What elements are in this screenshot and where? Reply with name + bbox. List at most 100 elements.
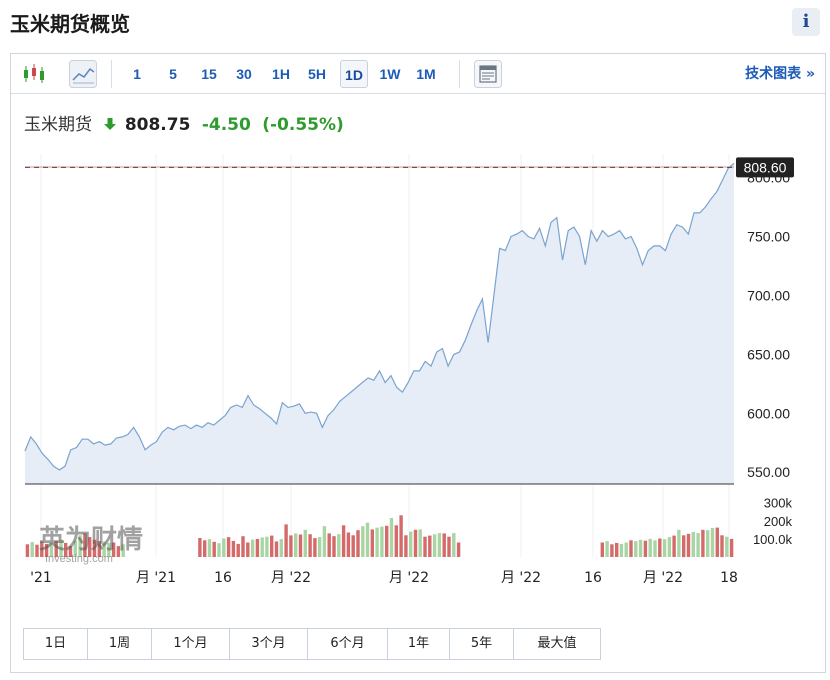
volume-bar — [404, 535, 408, 558]
volume-bar — [236, 543, 240, 557]
volume-bar — [97, 541, 101, 558]
price-line[interactable] — [24, 162, 735, 471]
interval-5-button[interactable]: 5 — [169, 66, 177, 82]
volume-bar — [442, 533, 446, 557]
range-1m-button[interactable]: 1个月 — [152, 629, 230, 659]
volume-bar — [365, 522, 370, 557]
volume-bar — [394, 525, 398, 557]
volume-bar — [284, 524, 288, 557]
x-tick-label: 16 — [584, 570, 602, 586]
volume-bar — [303, 529, 307, 557]
news-icon[interactable] — [474, 60, 502, 88]
last-price-label: 808.60 — [744, 159, 787, 175]
volume-bar — [701, 529, 705, 557]
volume-bar — [88, 537, 92, 557]
volume-bar — [308, 534, 312, 557]
volume-bar — [456, 542, 461, 557]
range-1d-button[interactable]: 1日 — [24, 629, 88, 659]
y-tick-label: 600.00 — [747, 405, 790, 421]
range-1y-button[interactable]: 1年 — [388, 629, 450, 659]
volume-bar — [653, 540, 657, 557]
volume-tick-label: 300k — [764, 496, 793, 511]
interval-1d-button[interactable]: 1D — [340, 60, 368, 88]
interval-30-button[interactable]: 30 — [236, 66, 252, 82]
x-tick-label: 月 '22 — [643, 570, 683, 586]
volume-bar — [49, 542, 54, 557]
volume-bar — [428, 535, 432, 557]
range-3m-button[interactable]: 3个月 — [230, 629, 308, 659]
chart-widget: 1 5 15 30 1H 5H 1D 1W 1M 技术图表 » 玉米期货 808… — [10, 53, 826, 673]
instrument-name: 玉米期货 — [24, 115, 92, 135]
volume-bar — [418, 529, 422, 557]
watermark-subtext: Investing.com — [45, 553, 113, 565]
volume-bar — [351, 535, 355, 558]
volume-bar — [30, 542, 34, 557]
volume-bar — [270, 535, 274, 557]
volume-bar — [629, 540, 633, 557]
volume-bar — [619, 543, 624, 557]
volume-bar — [638, 539, 643, 557]
volume-bar — [380, 526, 384, 558]
volume-bar — [720, 535, 724, 558]
volume-bar — [409, 531, 413, 557]
volume-bar — [686, 533, 691, 557]
volume-bar — [250, 539, 255, 557]
price-change-percent: (-0.55%) — [262, 115, 344, 135]
range-1w-button[interactable]: 1周 — [88, 629, 152, 659]
volume-bar — [111, 542, 116, 557]
volume-bar — [246, 542, 250, 557]
volume-bar — [35, 544, 39, 557]
volume-bar — [634, 541, 638, 558]
range-5y-button[interactable]: 5年 — [450, 629, 514, 659]
x-tick-label: 18 — [720, 570, 738, 586]
volume-bar — [203, 540, 207, 557]
price-chart[interactable]: 550.00600.00650.00700.00750.00800.00808.… — [11, 54, 827, 614]
volume-bar — [361, 526, 365, 557]
volume-bar — [255, 538, 260, 557]
y-tick-label: 750.00 — [747, 229, 790, 245]
toolbar-separator — [111, 60, 112, 88]
last-price: 808.75 — [124, 115, 191, 135]
volume-bar — [327, 533, 331, 557]
volume-bar — [64, 542, 68, 557]
interval-1w-button[interactable]: 1W — [379, 66, 401, 82]
volume-bar — [413, 529, 418, 557]
volume-bar — [375, 527, 379, 557]
range-max-button[interactable]: 最大值 — [514, 629, 600, 659]
volume-bar — [92, 539, 97, 557]
volume-bar — [116, 546, 121, 557]
volume-bar — [212, 541, 216, 557]
volume-bar — [217, 543, 221, 557]
volume-tick-label: 200k — [764, 514, 793, 529]
volume-bar — [265, 536, 269, 557]
volume-bar — [370, 529, 374, 557]
x-tick-label: 月 '22 — [501, 570, 541, 586]
volume-bar — [241, 536, 245, 557]
range-6m-button[interactable]: 6个月 — [308, 629, 388, 659]
candlestick-icon[interactable] — [21, 60, 47, 88]
range-selector: 1日 1周 1个月 3个月 6个月 1年 5年 最大值 — [23, 628, 601, 660]
volume-bar — [432, 534, 437, 557]
technical-chart-link[interactable]: 技术图表 » — [745, 66, 815, 82]
interval-5h-button[interactable]: 5H — [308, 66, 326, 82]
interval-15-button[interactable]: 15 — [201, 66, 217, 82]
price-area — [25, 163, 734, 484]
x-tick-label: '21 — [30, 570, 52, 586]
volume-bar — [73, 540, 77, 557]
line-chart-icon[interactable] — [69, 60, 97, 88]
volume-bar — [356, 530, 360, 557]
volume-bar — [102, 541, 106, 557]
interval-1m-button[interactable]: 1M — [416, 66, 436, 82]
interval-1-button[interactable]: 1 — [133, 66, 141, 82]
volume-bar — [346, 532, 351, 557]
interval-1h-button[interactable]: 1H — [272, 66, 290, 82]
volume-bar — [423, 536, 427, 557]
volume-bar — [298, 534, 303, 557]
info-button[interactable]: i — [792, 8, 820, 36]
volume-bar — [341, 525, 346, 557]
volume-bar — [696, 533, 700, 557]
volume-bar — [662, 539, 667, 557]
volume-bar — [107, 542, 111, 557]
y-tick-label: 650.00 — [747, 346, 790, 362]
volume-bar — [226, 537, 231, 557]
